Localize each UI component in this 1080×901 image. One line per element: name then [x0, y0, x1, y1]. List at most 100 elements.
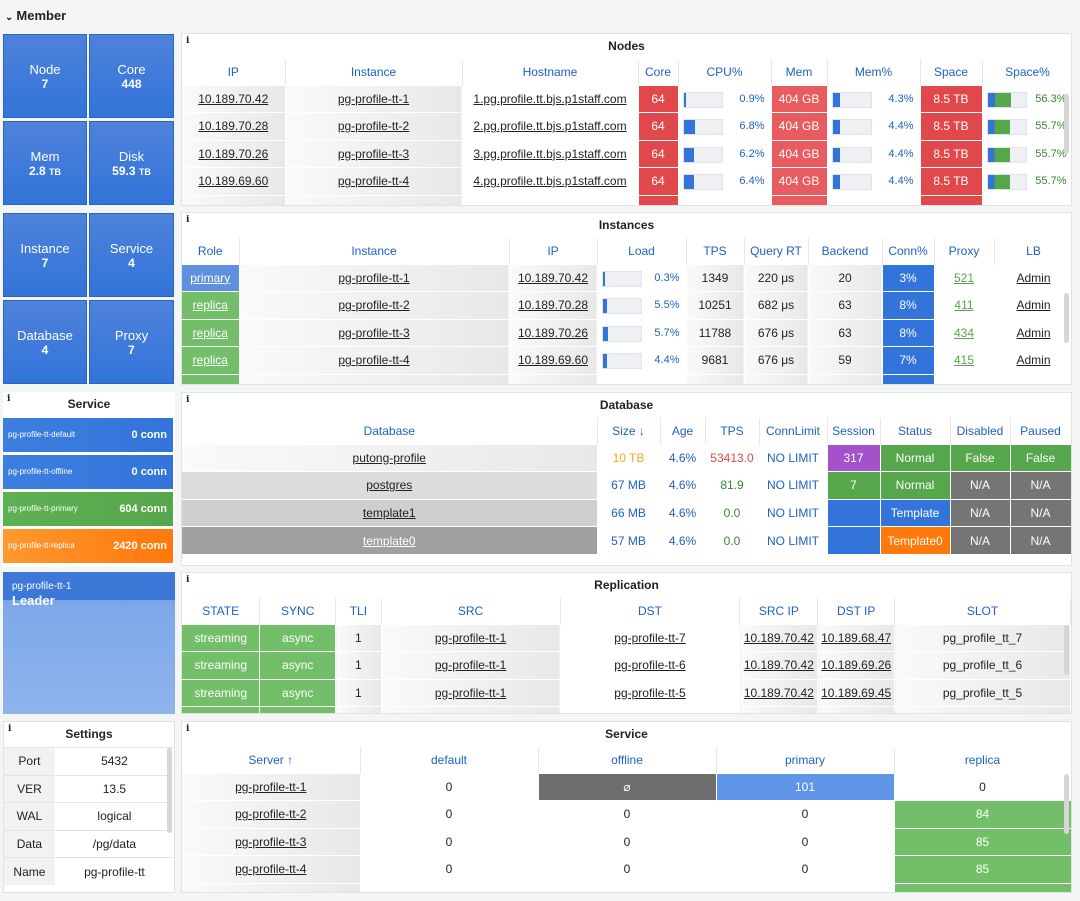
role-link[interactable]: primary — [190, 270, 231, 285]
hostname-cell[interactable]: 1.pg.profile.tt.bjs.p1staff.com — [462, 84, 639, 113]
server-cell[interactable]: pg-profile-tt-4 — [182, 855, 361, 883]
role-cell[interactable]: replica — [182, 291, 240, 319]
col-header[interactable]: default — [360, 747, 539, 773]
database-link[interactable]: putong-profile — [352, 450, 426, 465]
service-item[interactable]: pg-profile-tt-default 0 conn — [3, 418, 173, 452]
col-header[interactable]: Paused — [1010, 418, 1071, 444]
dst-ip-link[interactable]: 10.189.69.45 — [821, 685, 892, 700]
lb-link[interactable]: Admin — [1016, 298, 1051, 313]
col-header[interactable]: Database — [182, 418, 598, 444]
proxy-cell[interactable]: 411 — [934, 291, 995, 319]
lb-cell[interactable]: Admin — [994, 346, 1071, 374]
col-header[interactable]: Conn% — [882, 238, 935, 264]
proxy-link[interactable]: 415 — [953, 353, 975, 368]
service-item[interactable]: pg-profile-tt-replica 2420 conn — [3, 529, 173, 563]
hostname-cell[interactable]: 3.pg.profile.tt.bjs.p1staff.com — [462, 139, 639, 168]
col-header[interactable]: Instance — [285, 59, 463, 85]
instance-cell[interactable]: pg-profile-tt-1 — [239, 263, 510, 292]
lb-link[interactable]: Admin — [1016, 353, 1051, 368]
database-link[interactable]: template1 — [362, 505, 416, 520]
hostname-link[interactable]: 1.pg.profile.tt.bjs.p1staff.com — [473, 91, 627, 106]
info-icon[interactable]: i — [186, 724, 190, 734]
col-header[interactable]: Disabled — [950, 418, 1011, 444]
src-ip-link[interactable]: 10.189.70.42 — [743, 685, 814, 700]
role-link[interactable]: replica — [192, 325, 228, 340]
src-link[interactable]: pg-profile-tt-1 — [434, 630, 507, 645]
src-ip-cell[interactable]: 10.189.70.42 — [739, 651, 819, 679]
server-link[interactable]: pg-profile-tt-3 — [235, 834, 307, 849]
service-item[interactable]: pg-profile-tt-offline 0 conn — [3, 455, 173, 489]
col-header[interactable]: TLI — [335, 598, 382, 624]
col-header[interactable]: Hostname — [462, 59, 639, 85]
proxy-link[interactable]: 411 — [954, 298, 974, 313]
service-item[interactable]: pg-profile-tt-primary 604 conn — [3, 492, 173, 526]
server-link[interactable]: pg-profile-tt-2 — [235, 807, 307, 822]
database-cell[interactable]: template1 — [182, 498, 598, 527]
info-icon[interactable]: i — [186, 575, 190, 585]
database-cell[interactable]: putong-profile — [182, 443, 598, 472]
database-cell[interactable]: template0 — [182, 526, 598, 554]
server-link[interactable]: pg-profile-tt-4 — [235, 862, 307, 877]
chevron-down-icon[interactable]: ⌄ — [5, 12, 14, 23]
ip-cell[interactable]: 10.189.70.28 — [182, 112, 286, 140]
col-header[interactable]: Instance — [239, 238, 510, 264]
dst-cell[interactable]: pg-profile-tt-5 — [560, 678, 741, 707]
col-header[interactable]: SRC — [381, 598, 561, 624]
col-header[interactable]: TPS — [686, 238, 745, 264]
dst-cell[interactable]: pg-profile-tt-7 — [560, 623, 741, 652]
col-header[interactable]: STATE — [182, 598, 261, 624]
ip-link[interactable]: 10.189.69.60 — [198, 174, 269, 189]
col-header[interactable]: primary — [716, 747, 895, 773]
scrollbar[interactable] — [1064, 94, 1069, 154]
col-header[interactable]: SRC IP — [739, 598, 819, 624]
server-cell[interactable]: pg-profile-tt-2 — [182, 800, 361, 828]
hostname-link[interactable]: 4.pg.profile.tt.bjs.p1staff.com — [473, 174, 627, 189]
database-cell[interactable]: postgres — [182, 471, 598, 499]
dst-ip-cell[interactable]: 10.189.69.45 — [817, 678, 896, 707]
server-cell[interactable]: pg-profile-tt-3 — [182, 827, 361, 856]
col-header[interactable]: Query RT — [744, 238, 809, 264]
dst-link[interactable]: pg-profile-tt-5 — [614, 685, 686, 700]
info-icon[interactable]: i — [7, 394, 11, 404]
col-header[interactable]: SYNC — [259, 598, 337, 624]
lb-cell[interactable]: Admin — [994, 318, 1071, 347]
ip-cell[interactable]: 10.189.70.28 — [509, 291, 598, 319]
col-header[interactable]: offline — [538, 747, 717, 773]
info-icon[interactable]: i — [8, 724, 12, 734]
ip-link[interactable]: 10.189.70.42 — [198, 91, 269, 106]
col-header[interactable]: Session — [827, 418, 881, 444]
col-header[interactable]: IP — [509, 238, 598, 264]
lb-cell[interactable]: Admin — [994, 291, 1071, 319]
instance-link[interactable]: pg-profile-tt-3 — [338, 325, 410, 340]
ip-cell[interactable]: 10.189.70.26 — [182, 139, 286, 168]
hostname-link[interactable]: 2.pg.profile.tt.bjs.p1staff.com — [473, 119, 627, 134]
instance-cell[interactable]: pg-profile-tt-2 — [239, 291, 510, 319]
ip-cell[interactable]: 10.189.70.42 — [182, 84, 286, 113]
ip-link[interactable]: 10.189.70.42 — [517, 270, 589, 285]
instance-link[interactable]: pg-profile-tt-1 — [337, 91, 410, 106]
col-header[interactable]: Load — [597, 238, 687, 264]
col-header[interactable]: IP — [182, 59, 286, 85]
instance-link[interactable]: pg-profile-tt-1 — [338, 270, 410, 285]
src-link[interactable]: pg-profile-tt-1 — [434, 685, 507, 700]
col-header[interactable]: Role — [182, 238, 240, 264]
row-title[interactable]: ⌄ Member — [0, 0, 1080, 30]
col-header[interactable]: Space — [920, 59, 983, 85]
src-link[interactable]: pg-profile-tt-1 — [434, 658, 507, 673]
info-icon[interactable]: i — [186, 215, 190, 225]
scrollbar[interactable] — [1064, 625, 1069, 675]
role-link[interactable]: replica — [192, 298, 228, 313]
instance-cell[interactable]: pg-profile-tt-3 — [285, 139, 463, 168]
src-ip-link[interactable]: 10.189.70.42 — [743, 630, 814, 645]
col-header[interactable]: Proxy — [934, 238, 995, 264]
dst-ip-link[interactable]: 10.189.69.26 — [821, 658, 892, 673]
instance-link[interactable]: pg-profile-tt-4 — [337, 174, 410, 189]
server-cell[interactable]: pg-profile-tt-1 — [182, 772, 361, 801]
info-icon[interactable]: i — [186, 36, 190, 46]
proxy-cell[interactable]: 434 — [934, 318, 995, 347]
lb-cell[interactable]: Admin — [994, 263, 1071, 292]
ip-cell[interactable]: 10.189.69.60 — [182, 167, 286, 195]
info-icon[interactable]: i — [186, 395, 190, 405]
col-header[interactable]: Mem% — [827, 59, 921, 85]
ip-cell[interactable]: 10.189.70.42 — [509, 263, 598, 292]
